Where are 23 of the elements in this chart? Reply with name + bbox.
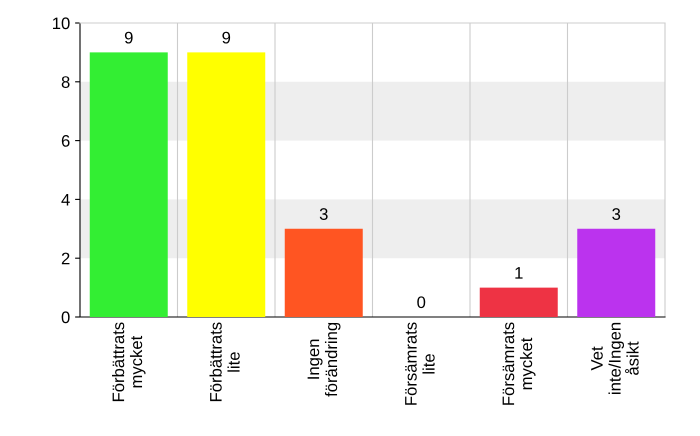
x-tick-label: Försämrats lite [405, 322, 435, 405]
data-label: 9 [124, 32, 133, 44]
x-tick-label: Ingen förändring [308, 322, 340, 397]
x-tick-label: Förbättrats mycket [112, 322, 146, 402]
x-tick-label: Förbättrats lite [210, 322, 240, 402]
x-tick-label: Vet inte/Ingen åsikt [591, 322, 639, 394]
y-tick-label: 0 [62, 311, 70, 324]
data-label: 0 [417, 296, 426, 308]
bar [284, 228, 363, 317]
y-tick-label: 4 [61, 194, 70, 206]
bar [187, 52, 266, 317]
data-label: 9 [222, 32, 230, 44]
bar [577, 228, 656, 317]
bar [480, 288, 558, 317]
bar [90, 52, 168, 317]
y-tick-label: 8 [62, 76, 70, 88]
data-label: 3 [320, 208, 328, 220]
data-label: 1 [515, 267, 523, 279]
data-label: 3 [612, 208, 620, 220]
y-tick-label: 2 [62, 252, 70, 264]
x-tick-label: Försämrats mycket [502, 322, 536, 405]
y-tick-label: 10 [53, 17, 70, 30]
y-tick-label: 6 [62, 135, 70, 147]
